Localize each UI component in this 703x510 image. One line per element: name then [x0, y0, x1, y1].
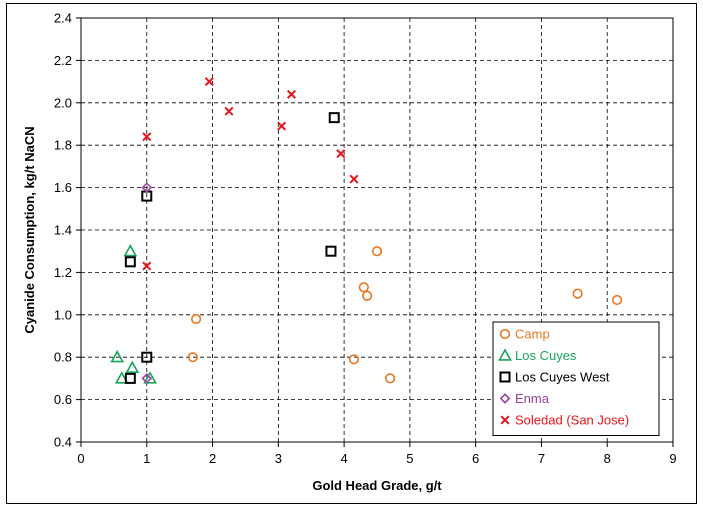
data-point-x [142, 261, 152, 271]
y-tick-label: 1.4 [54, 223, 72, 238]
data-point-circle [572, 288, 583, 299]
data-point-x [224, 106, 234, 116]
y-tick-label: 1.8 [54, 138, 72, 153]
data-point-square [141, 351, 153, 363]
data-point-square [124, 372, 136, 384]
data-point-circle [362, 290, 373, 301]
y-tick-label: 1.2 [54, 265, 72, 280]
y-axis-label: Cyanide Consumption, kg/t NaCN [22, 126, 37, 333]
data-point-diamond [141, 373, 153, 384]
legend-label: Soledad (San Jose) [515, 413, 629, 428]
data-point-circle [348, 354, 360, 365]
data-point-circle [611, 294, 623, 306]
legend-label: Los Cuyes West [515, 370, 610, 385]
series-enma [141, 182, 153, 384]
data-point-circle [187, 352, 198, 363]
data-point-triangle [143, 371, 157, 384]
data-point-triangle [125, 360, 140, 374]
data-point-square [124, 256, 136, 268]
x-tick-label: 2 [209, 451, 216, 466]
series-camp [187, 246, 623, 384]
y-tick-label: 2.2 [54, 53, 72, 68]
x-tick-label: 0 [77, 451, 84, 466]
legend-marker-square [499, 371, 511, 383]
legend-marker-diamond [499, 393, 511, 404]
x-tick-label: 8 [604, 451, 611, 466]
legend: Camp Los Cuyes Los Cuyes West Enma Soledad (… [492, 321, 660, 436]
series-los-cuyes [110, 244, 157, 384]
x-tick-label: 5 [406, 451, 413, 466]
y-tick-label: 2.4 [54, 11, 72, 26]
data-point-x [336, 149, 346, 159]
legend-marker-x [500, 415, 510, 425]
x-tick-label: 7 [538, 451, 545, 466]
data-point-x [349, 174, 359, 184]
legend-marker-circle [499, 328, 511, 340]
legend-marker-triangle [498, 348, 512, 361]
x-tick-label: 6 [472, 451, 479, 466]
legend-label: Los Cuyes [515, 348, 577, 363]
data-point-circle [358, 282, 369, 293]
data-points [110, 77, 623, 384]
data-point-triangle [114, 371, 129, 384]
data-point-diamond [141, 182, 153, 193]
y-tick-label: 0.4 [54, 435, 72, 450]
y-tick-label: 2.0 [54, 95, 72, 110]
x-axis-ticks: 0 1 2 3 4 5 6 7 8 9 [77, 442, 677, 466]
y-tick-label: 1.0 [54, 307, 72, 322]
legend-box [492, 321, 660, 436]
x-tick-label: 4 [340, 451, 347, 466]
y-tick-label: 1.6 [54, 180, 72, 195]
x-tick-label: 9 [669, 451, 676, 466]
series-los-cuyes-west [124, 112, 340, 384]
legend-label: Enma [515, 391, 550, 406]
data-point-circle [191, 313, 202, 325]
series-soledad-san-jose [142, 77, 359, 271]
data-point-triangle [123, 244, 138, 257]
data-point-x [142, 132, 152, 142]
data-point-x [277, 121, 287, 131]
data-point-circle [371, 246, 383, 257]
x-axis-label: Gold Head Grade, g/t [312, 478, 442, 493]
legend-label: Camp [515, 327, 550, 342]
data-point-x [286, 89, 296, 99]
y-tick-label: 0.8 [54, 350, 72, 365]
y-axis-ticks: 0.4 0.6 0.8 1.0 1.2 1.4 1.6 1.8 2.0 2.2 2.4 [54, 11, 81, 450]
data-point-square [328, 112, 340, 124]
x-tick-label: 3 [275, 451, 282, 466]
x-tick-label: 1 [143, 451, 150, 466]
data-point-square [325, 245, 337, 257]
y-tick-label: 0.6 [54, 392, 72, 407]
data-point-triangle [110, 350, 125, 363]
data-point-circle [385, 373, 396, 384]
data-point-x [204, 77, 214, 87]
